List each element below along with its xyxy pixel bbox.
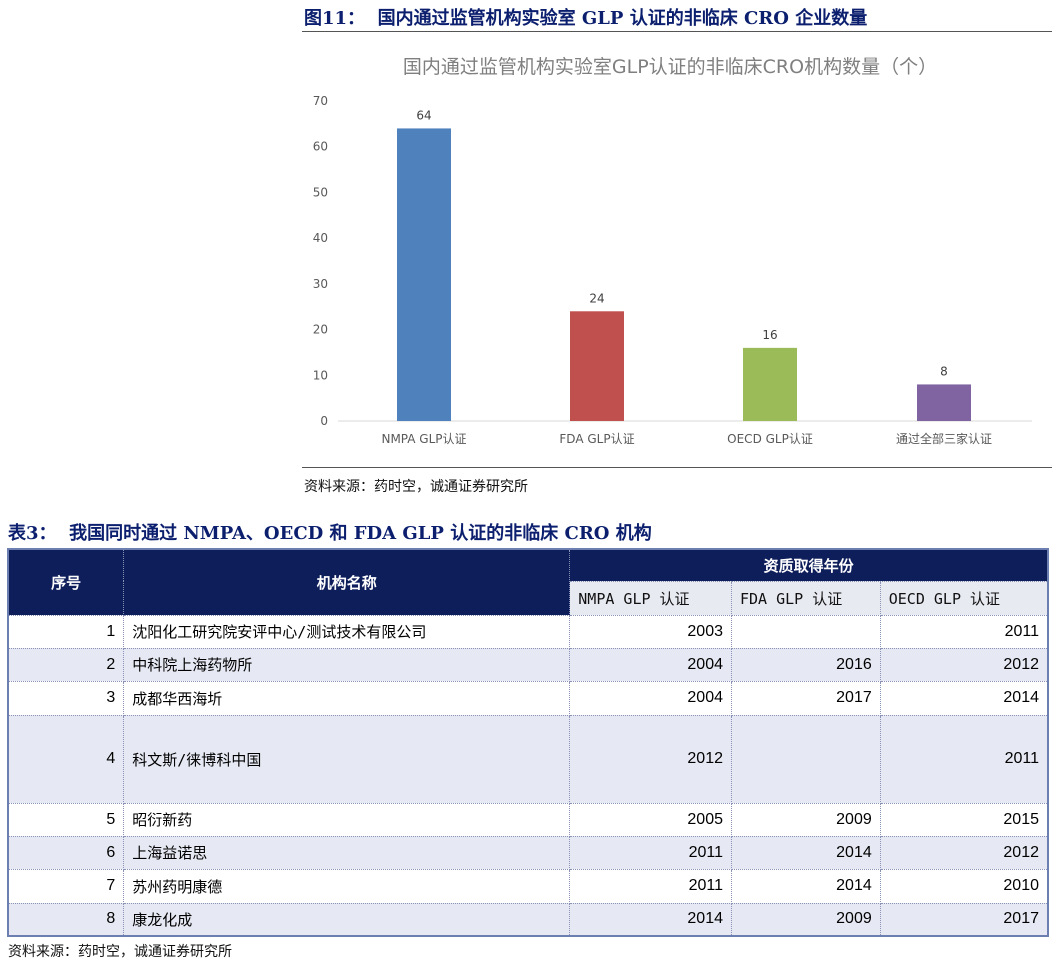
figure-source: 资料来源：药时空，诚通证券研究所 [304, 479, 528, 495]
cell-fda [730, 614, 881, 649]
chart-title: 国内通过监管机构实验室GLP认证的非临床CRO机构数量（个） [403, 56, 937, 78]
cell-fda: 2014 [730, 868, 881, 904]
x-tick-label: NMPA GLP认证 [381, 432, 466, 446]
cell-fda: 2016 [730, 647, 881, 682]
divider [302, 467, 1052, 468]
table-title: 表3： 我国同时通过 NMPA、OECD 和 FDA GLP 认证的非临床 CR… [8, 523, 652, 544]
bar [397, 128, 451, 421]
cell-nmpa: 2014 [569, 902, 732, 937]
cell-nmpa: 2004 [569, 680, 732, 716]
table-row: 8 康龙化成 2014 2009 2017 [7, 902, 1049, 937]
cro-table: 序号 机构名称 资质取得年份 NMPA GLP 认证 FDA GLP 认证 OECD G… [7, 548, 1049, 937]
cell-oecd: 2012 [879, 835, 1049, 870]
cell-fda: 2009 [730, 902, 881, 937]
table-row: 3 成都华西海圻 2004 2017 2014 [7, 680, 1049, 716]
table-row: 1 沈阳化工研究院安评中心/测试技术有限公司 2003 2011 [7, 614, 1049, 649]
x-tick-label: FDA GLP认证 [559, 432, 634, 446]
cell-index: 8 [7, 902, 125, 937]
cell-nmpa: 2012 [569, 714, 732, 804]
y-tick-label: 10 [313, 368, 328, 382]
divider [302, 31, 1052, 32]
cell-index: 1 [7, 614, 125, 649]
bar [743, 347, 797, 421]
y-tick-label: 60 [313, 140, 328, 154]
table-row: 7 苏州药明康德 2011 2014 2010 [7, 868, 1049, 904]
cell-nmpa: 2004 [569, 647, 732, 682]
y-tick-label: 0 [320, 414, 328, 428]
header-fda: FDA GLP 认证 [730, 580, 881, 616]
cell-nmpa: 2011 [569, 868, 732, 904]
cell-name: 上海益诺思 [123, 835, 571, 870]
bar [917, 384, 971, 421]
cell-index: 4 [7, 714, 125, 804]
x-tick-label: OECD GLP认证 [727, 432, 813, 446]
cell-nmpa: 2003 [569, 614, 732, 649]
bar [570, 311, 624, 421]
cell-oecd: 2017 [879, 902, 1049, 937]
cell-index: 5 [7, 802, 125, 837]
cell-name: 成都华西海圻 [123, 680, 571, 716]
data-label: 16 [762, 328, 777, 342]
table-row: 6 上海益诺思 2011 2014 2012 [7, 835, 1049, 870]
cell-index: 3 [7, 680, 125, 716]
header-oecd: OECD GLP 认证 [879, 580, 1049, 616]
cell-oecd: 2014 [879, 680, 1049, 716]
table-source: 资料来源：药时空，诚通证券研究所 [8, 944, 232, 960]
cell-fda: 2009 [730, 802, 881, 837]
cell-oecd: 2015 [879, 802, 1049, 837]
table-row: 5 昭衍新药 2005 2009 2015 [7, 802, 1049, 837]
bar-chart: 国内通过监管机构实验室GLP认证的非临床CRO机构数量（个） 0 10 20 30 40 5… [313, 56, 1032, 446]
cell-index: 7 [7, 868, 125, 904]
cell-fda: 2017 [730, 680, 881, 716]
data-label: 24 [589, 291, 604, 305]
cell-name: 科文斯/徕博科中国 [123, 714, 571, 804]
x-tick-label: 通过全部三家认证 [896, 431, 992, 446]
y-tick-label: 50 [313, 185, 328, 199]
cell-index: 2 [7, 647, 125, 682]
cell-name: 沈阳化工研究院安评中心/测试技术有限公司 [123, 614, 571, 649]
table-row: 4 科文斯/徕博科中国 2012 2011 [7, 714, 1049, 804]
y-tick-label: 40 [313, 231, 328, 245]
data-label: 64 [416, 108, 431, 122]
cell-index: 6 [7, 835, 125, 870]
cell-name: 苏州药明康德 [123, 868, 571, 904]
header-group: 资质取得年份 [569, 548, 1049, 582]
cell-oecd: 2012 [879, 647, 1049, 682]
cell-oecd: 2010 [879, 868, 1049, 904]
data-label: 8 [940, 364, 948, 378]
y-tick-label: 70 [313, 94, 328, 108]
cell-name: 中科院上海药物所 [123, 647, 571, 682]
header-name: 机构名称 [123, 548, 571, 616]
cell-oecd: 2011 [879, 714, 1049, 804]
cell-nmpa: 2011 [569, 835, 732, 870]
header-index: 序号 [7, 548, 125, 616]
header-nmpa: NMPA GLP 认证 [569, 580, 732, 616]
figure-title: 图11： 国内通过监管机构实验室 GLP 认证的非临床 CRO 企业数量 [304, 8, 868, 29]
cell-fda: 2014 [730, 835, 881, 870]
cell-name: 昭衍新药 [123, 802, 571, 837]
cell-oecd: 2011 [879, 614, 1049, 649]
cell-nmpa: 2005 [569, 802, 732, 837]
table-row: 2 中科院上海药物所 2004 2016 2012 [7, 647, 1049, 682]
y-tick-label: 20 [313, 323, 328, 337]
cell-name: 康龙化成 [123, 902, 571, 937]
y-tick-label: 30 [313, 277, 328, 291]
cell-fda [730, 714, 881, 804]
